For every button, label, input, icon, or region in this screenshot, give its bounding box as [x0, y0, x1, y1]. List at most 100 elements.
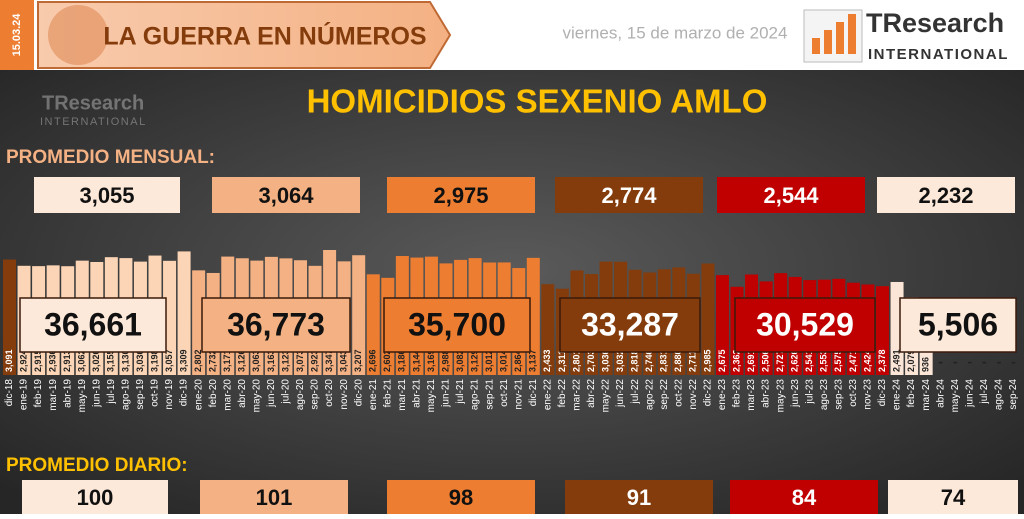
value-label: -	[997, 354, 1002, 370]
value-label: 2,913	[62, 349, 72, 372]
x-tick-label: may-24	[950, 379, 961, 413]
daily-box	[387, 480, 535, 514]
x-tick-label: ene-19	[19, 379, 30, 411]
x-tick-label: sep-21	[484, 379, 495, 410]
date-tag: 15.03.24	[11, 13, 23, 57]
total-box	[734, 297, 876, 353]
x-tick-label: sep-23	[833, 379, 844, 410]
x-tick-label: jun-22	[615, 379, 626, 408]
value-label: 2,831	[659, 349, 669, 372]
value-label: 2,923	[309, 349, 319, 372]
value-label: 2,311	[557, 350, 567, 372]
value-label: 3,062	[77, 349, 87, 372]
bar	[352, 255, 366, 375]
x-tick-label: mar-23	[746, 379, 757, 411]
logo-bar	[812, 38, 820, 54]
x-tick-label: may-22	[601, 379, 612, 413]
value-label: 3,012	[484, 349, 494, 372]
logo-bar	[848, 14, 856, 54]
value-label: 3,036	[600, 349, 610, 372]
x-tick-label: jun-24	[964, 379, 975, 408]
x-tick-label: oct-23	[848, 379, 859, 407]
value-label: 2,079	[906, 349, 916, 372]
bar	[177, 251, 191, 375]
date-strip	[0, 0, 34, 70]
value-label: 2,362	[731, 349, 741, 372]
value-label: 936	[921, 357, 931, 372]
chart-title: HOMICIDIOS SEXENIO AMLO	[307, 83, 768, 120]
value-label: 3,026	[91, 349, 101, 372]
value-label: 2,864	[513, 349, 523, 372]
value-label: 3,032	[615, 349, 625, 372]
value-label: 3,186	[397, 349, 407, 372]
total-box	[201, 297, 351, 353]
daily-value: 91	[627, 485, 651, 510]
x-tick-label: may-21	[426, 379, 437, 413]
total-box	[383, 297, 531, 353]
watermark-name: TResearch	[42, 92, 144, 114]
value-label: 2,491	[891, 349, 901, 372]
value-label: 3,063	[251, 349, 261, 372]
x-tick-label: dic-20	[353, 379, 364, 407]
total-box	[899, 297, 1017, 353]
average-box	[555, 177, 703, 213]
value-label: 2,915	[33, 349, 43, 372]
x-tick-label: ago-19	[121, 379, 132, 411]
x-tick-label: mar-20	[222, 379, 233, 411]
value-label: 2,378	[877, 349, 887, 372]
average-box	[387, 177, 535, 213]
value-label: 2,541	[804, 349, 814, 372]
total-box	[19, 297, 167, 353]
x-tick-label: abr-20	[237, 379, 248, 408]
value-label: 2,506	[760, 349, 770, 372]
average-box	[34, 177, 180, 213]
x-tick-label: sep-24	[1008, 379, 1019, 410]
value-label: 2,675	[717, 349, 727, 372]
banner-text: LA GUERRA EN NÚMEROS	[103, 21, 426, 51]
watermark-sub: INTERNATIONAL	[40, 116, 147, 128]
x-tick-label: dic-18	[4, 379, 15, 407]
value-label: 3,309	[178, 349, 188, 372]
average-box	[717, 177, 865, 213]
x-tick-label: jul-22	[630, 379, 641, 405]
value-label: 3,163	[266, 349, 276, 372]
x-tick-label: feb-23	[732, 379, 743, 408]
x-tick-label: abr-19	[62, 379, 73, 408]
value-label: 2,471	[848, 349, 858, 372]
x-tick-label: mar-24	[921, 379, 932, 411]
x-tick-label: ene-24	[892, 379, 903, 411]
value-label: -	[1011, 354, 1016, 370]
average-value: 2,232	[918, 183, 973, 208]
daily-box	[200, 480, 348, 514]
value-label: -	[982, 354, 987, 370]
value-label: 3,171	[222, 349, 232, 372]
value-label: 2,424	[862, 349, 872, 372]
average-box	[877, 177, 1015, 213]
logo-sub: INTERNATIONAL	[868, 46, 1009, 63]
x-tick-label: feb-19	[33, 379, 44, 408]
x-tick-label: ago-23	[819, 379, 830, 411]
x-tick-label: dic-23	[877, 379, 888, 407]
bar	[701, 263, 715, 375]
value-label: 2,727	[775, 349, 785, 372]
average-box	[212, 177, 360, 213]
value-label: 3,014	[499, 349, 509, 372]
x-tick-label: may-23	[775, 379, 786, 413]
x-tick-label: jun-20	[266, 379, 277, 408]
value-label: 3,123	[280, 349, 290, 372]
value-label: 3,091	[4, 349, 14, 372]
x-tick-label: dic-22	[703, 379, 714, 407]
x-tick-label: ene-22	[542, 379, 553, 411]
value-label: -	[967, 354, 972, 370]
value-label: -	[953, 354, 958, 370]
x-tick-label: ago-22	[644, 379, 655, 411]
value-label: 3,137	[528, 349, 538, 372]
logo-name: TResearch	[866, 8, 1004, 38]
value-label: -	[938, 354, 943, 370]
value-label: 3,057	[164, 349, 174, 372]
total-value: 36,661	[44, 306, 142, 342]
x-tick-label: jul-21	[455, 379, 466, 405]
x-tick-label: jul-24	[979, 379, 990, 405]
value-label: 3,144	[411, 349, 421, 372]
